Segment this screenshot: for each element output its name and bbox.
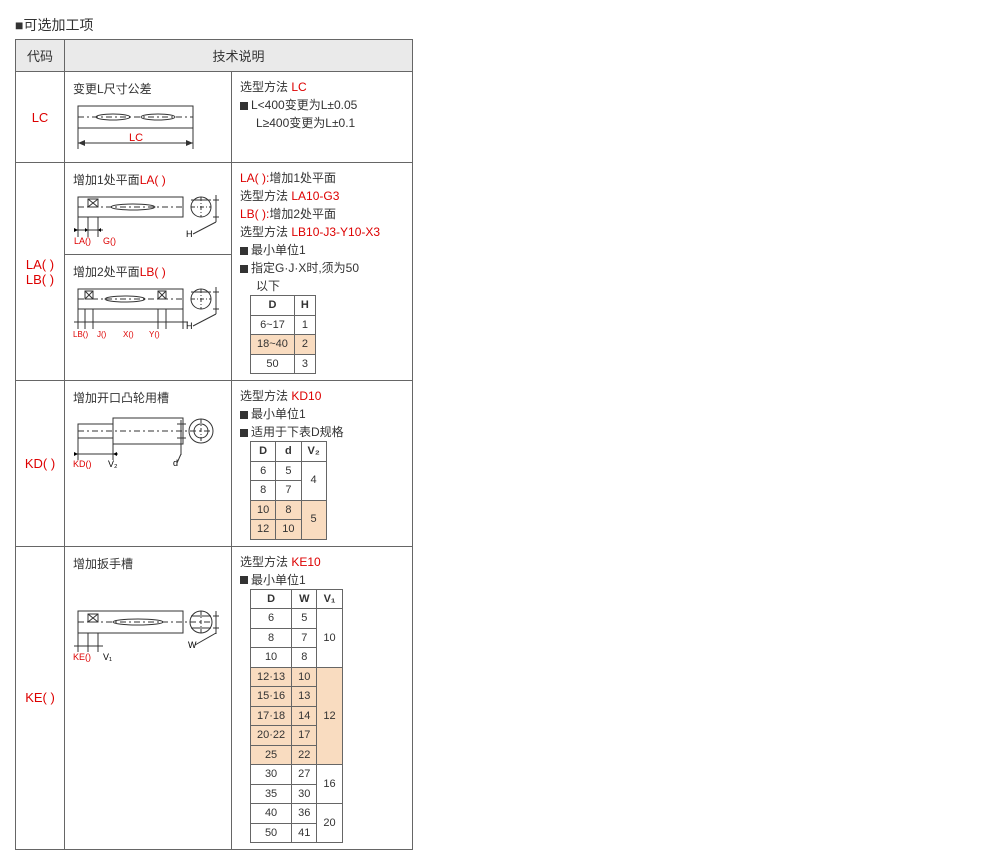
ke-table: DWV₁ 6510 87 108 12·131012 15·1613 17·18… xyxy=(250,589,343,844)
code-la: LA( ) xyxy=(26,257,54,272)
svg-text:KE(): KE() xyxy=(73,652,91,662)
lb-dia-title: 增加2处平面LB( ) xyxy=(73,263,223,280)
header-code: 代码 xyxy=(16,40,65,72)
svg-text:V₂: V₂ xyxy=(108,459,118,469)
la-diagram: LA() G() H xyxy=(73,192,223,248)
code-lc: LC xyxy=(32,110,49,125)
svg-text:KD(): KD() xyxy=(73,459,92,469)
kd-table: DdV₂ 654 87 1085 1210 xyxy=(250,441,327,540)
code-ke: KE( ) xyxy=(25,690,55,705)
svg-text:G(): G() xyxy=(103,236,116,246)
la-desc: LA( ):增加1处平面 选型方法 LA10-G3 LB( ):增加2处平面 选… xyxy=(232,163,412,380)
la-dh-table: DH 6~171 18~402 503 xyxy=(250,295,316,374)
svg-text:LB(): LB() xyxy=(73,330,88,339)
ke-diagram: KE() V₁ W xyxy=(73,606,223,664)
options-table: 代码 技术说明 LC 变更L尺寸公差 LC 选型方法 LC L<400变更为L±… xyxy=(15,39,413,850)
la-dia-title: 增加1处平面LA( ) xyxy=(73,171,223,188)
kd-desc: 选型方法 KD10 最小单位1 适用于下表D规格 DdV₂ 654 87 108… xyxy=(232,381,412,546)
svg-text:H: H xyxy=(186,321,193,331)
svg-text:LC: LC xyxy=(129,132,143,144)
ke-dia-title: 增加扳手槽 xyxy=(73,555,223,572)
svg-text:J(): J() xyxy=(97,330,107,339)
row-la-lb: LA( ) LB( ) 增加1处平面LA( ) LA() G xyxy=(16,163,413,381)
lc-desc: 选型方法 LC L<400变更为L±0.05 L≥400变更为L±0.1 xyxy=(232,72,412,138)
kd-diagram: KD() V₂ d xyxy=(73,410,223,470)
svg-text:X(): X() xyxy=(123,330,134,339)
svg-text:LA(): LA() xyxy=(74,236,91,246)
lb-diagram: LB() J() X() Y() H xyxy=(73,284,223,342)
lc-diagram: LC xyxy=(73,101,213,156)
header-desc: 技术说明 xyxy=(65,40,413,72)
svg-text:H: H xyxy=(186,229,193,239)
row-lc: LC 变更L尺寸公差 LC 选型方法 LC L<400变更为L±0.05 L≥4… xyxy=(16,72,413,163)
kd-dia-title: 增加开口凸轮用槽 xyxy=(73,389,223,406)
row-kd: KD( ) 增加开口凸轮用槽 KD() V₂ d xyxy=(16,381,413,547)
svg-text:V₁: V₁ xyxy=(103,652,112,662)
svg-text:Y(): Y() xyxy=(149,330,160,339)
row-ke: KE( ) 增加扳手槽 KE() V₁ W xyxy=(16,546,413,850)
code-lb: LB( ) xyxy=(26,272,54,287)
code-kd: KD( ) xyxy=(25,456,55,471)
ke-desc: 选型方法 KE10 最小单位1 DWV₁ 6510 87 108 12·1310… xyxy=(232,547,412,850)
lc-dia-title: 变更L尺寸公差 xyxy=(73,80,223,97)
page-title: ■可选加工项 xyxy=(15,15,977,35)
